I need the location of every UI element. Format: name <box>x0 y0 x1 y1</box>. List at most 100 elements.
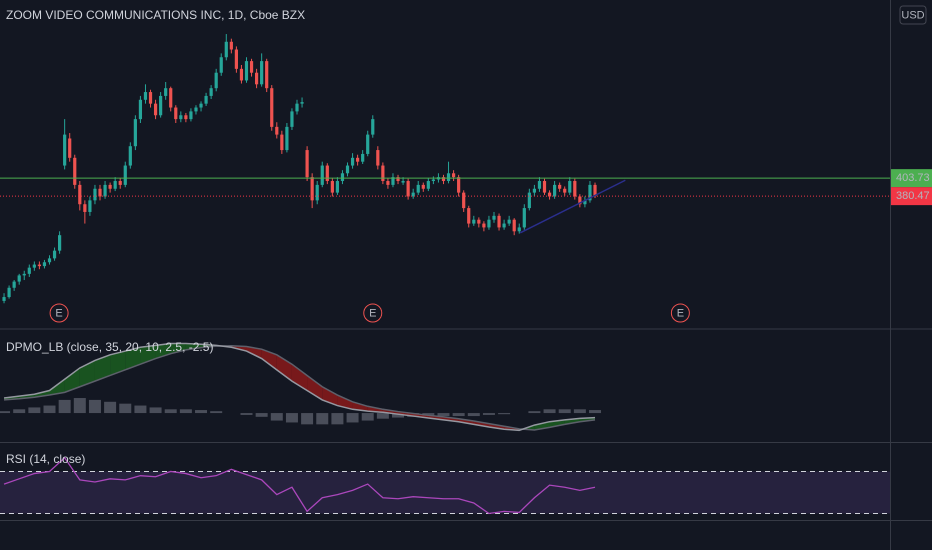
candle-body <box>401 181 405 183</box>
oscillator-fill <box>110 351 126 376</box>
currency-label[interactable]: USD <box>901 9 924 21</box>
candle-body <box>128 146 132 166</box>
candle-body <box>98 188 102 197</box>
candle-body <box>381 165 385 182</box>
candle-body <box>335 181 340 193</box>
oscillator-fill <box>276 354 292 382</box>
candle-body <box>153 103 158 116</box>
candle-body <box>275 126 279 135</box>
candle-body <box>2 297 6 301</box>
candle-body <box>63 134 67 166</box>
candle-body <box>199 103 203 108</box>
candle-body <box>507 219 511 224</box>
candle-body <box>27 267 31 274</box>
histogram-bar <box>58 399 71 414</box>
oscillator-fill <box>261 349 277 370</box>
histogram-bar <box>361 413 374 421</box>
candle-body <box>406 181 410 197</box>
histogram-bar <box>43 405 56 414</box>
candle-body <box>58 235 62 251</box>
candle-body <box>593 184 597 197</box>
candle-body <box>411 192 415 197</box>
histogram-bar <box>179 409 192 414</box>
indicator-title: RSI (14, close) <box>6 452 85 466</box>
candle-body <box>148 92 153 104</box>
candle-body <box>209 88 213 96</box>
candle-body <box>542 181 547 193</box>
histogram-bar <box>104 401 117 414</box>
price-label-box <box>891 169 932 188</box>
candle-body <box>482 223 486 228</box>
candle-body <box>12 281 16 288</box>
candle-body <box>345 165 350 174</box>
currency-button[interactable] <box>899 5 927 25</box>
histogram-bar <box>301 413 314 425</box>
candle-body <box>553 184 557 197</box>
candle-body <box>391 177 395 185</box>
candle-body <box>88 200 92 212</box>
candle-body <box>512 219 516 232</box>
oscillator-fill <box>185 343 202 350</box>
oscillator-fill <box>49 379 65 396</box>
earnings-label: E <box>55 307 62 319</box>
candle-body <box>179 115 183 120</box>
candle-body <box>234 49 238 69</box>
candle-body <box>517 227 521 232</box>
candle-body <box>305 150 309 178</box>
candle-body <box>522 208 526 228</box>
histogram-bar <box>573 409 586 414</box>
histogram-bar <box>498 413 511 415</box>
candle-body <box>527 192 531 209</box>
candle-body <box>78 184 82 205</box>
candle-body <box>265 61 269 89</box>
candle-body <box>22 273 26 276</box>
oscillator-fill <box>473 420 489 427</box>
histogram-bar <box>528 411 541 414</box>
candle-body <box>32 264 36 268</box>
candle-body <box>487 219 491 228</box>
earnings-label: E <box>677 307 684 319</box>
oscillator-fill <box>246 346 262 359</box>
candle-body <box>457 177 461 193</box>
candle-body <box>532 188 537 193</box>
candle-body <box>558 184 562 189</box>
histogram-bar <box>134 405 147 414</box>
candle-body <box>295 103 299 112</box>
signal-line <box>3 345 596 431</box>
candle-body <box>477 219 481 224</box>
candle-body <box>376 150 380 166</box>
dpmo-line <box>3 342 596 432</box>
rsi-line <box>3 456 596 515</box>
candle-body <box>143 92 148 100</box>
candle-body <box>42 262 47 267</box>
histogram-bar <box>13 409 26 414</box>
candle-body <box>118 181 122 185</box>
candle-body <box>371 119 375 135</box>
histogram-bar <box>210 411 223 414</box>
candle-body <box>583 200 587 205</box>
candle-body <box>123 165 127 185</box>
earnings-marker <box>363 303 383 323</box>
candle-body <box>350 157 355 166</box>
candle-body <box>492 215 496 220</box>
candle-body <box>315 184 319 201</box>
candle-body <box>396 177 400 182</box>
candle-body <box>462 192 466 209</box>
candle-body <box>300 102 304 104</box>
candle-body <box>386 181 390 185</box>
candle-body <box>17 275 21 282</box>
candle-body <box>285 126 289 151</box>
histogram-bar <box>482 413 495 415</box>
histogram-bar <box>149 407 162 414</box>
candle-body <box>416 184 420 193</box>
histogram-bar <box>558 409 571 414</box>
candle-body <box>189 111 193 120</box>
candle-body <box>260 61 264 85</box>
oscillator-fill <box>79 360 95 387</box>
rsi-band <box>0 471 890 514</box>
oscillator-fill <box>64 367 80 393</box>
candle-body <box>159 95 163 116</box>
